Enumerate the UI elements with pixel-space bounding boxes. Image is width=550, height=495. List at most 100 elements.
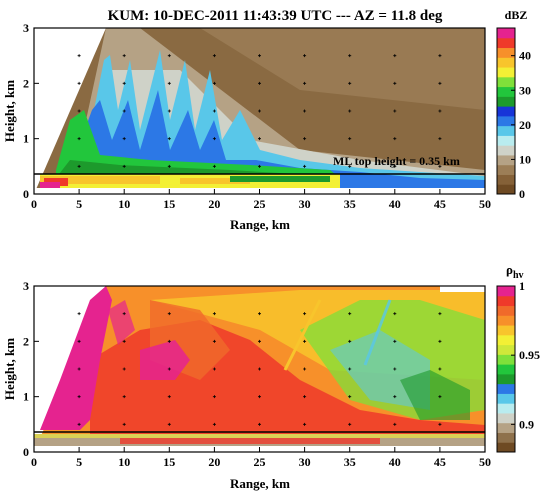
rhohv-grid-marker	[212, 312, 216, 316]
reflectivity-grid-marker	[258, 109, 261, 113]
reflectivity-colorbar-swatch	[497, 154, 515, 166]
rhohv-grid-marker	[212, 395, 216, 399]
reflectivity-grid-marker	[303, 109, 307, 113]
reflectivity-x-tick-label: 35	[344, 197, 356, 211]
reflectivity-x-tick-label: 15	[163, 197, 175, 211]
rhohv-x-tick-label: 45	[434, 455, 446, 469]
reflectivity-grid-marker	[438, 81, 442, 85]
reflectivity-colorbar-swatch	[497, 96, 515, 107]
rhohv-grid-marker	[303, 367, 307, 371]
reflectivity-grid-marker	[122, 137, 126, 141]
rhohv-grid-markers	[77, 312, 442, 426]
reflectivity-grid-marker	[393, 54, 397, 58]
reflectivity-colorbar-swatch	[497, 28, 515, 39]
rhohv-grid-marker	[167, 367, 171, 371]
reflectivity-grid-marker	[258, 81, 261, 85]
reflectivity-y-tick-label: 2	[23, 76, 29, 90]
rhohv-x-tick-label: 20	[208, 455, 220, 469]
rhohv-grid-marker	[438, 422, 442, 426]
reflectivity-grid-marker	[393, 164, 397, 168]
reflectivity-grid-marker	[393, 81, 397, 85]
rhohv-colorbar-swatch	[497, 325, 515, 336]
rhohv-colorbar-swatch	[497, 373, 515, 385]
rhohv-grid-marker	[122, 367, 126, 371]
reflectivity-colorbar: 0 10 20 30 40	[496, 27, 531, 201]
rhohv-colorbar-swatch	[497, 432, 515, 443]
reflectivity-colorbar-swatch	[497, 57, 515, 68]
rhohv-grid-marker	[393, 339, 397, 343]
rhohv-x-tick-label: 5	[76, 455, 82, 469]
reflectivity-grid-marker	[212, 81, 216, 85]
reflectivity-colorbar-swatch	[497, 164, 515, 175]
reflectivity-grid-marker	[258, 54, 261, 58]
reflectivity-colorbar-swatch	[497, 135, 515, 146]
rhohv-grid-marker	[167, 395, 171, 399]
reflectivity-x-ticks: 0 5 10 15 20 25 30 35 40 45 50	[31, 189, 491, 211]
rhohv-colorbar: 0.9 0.95 1	[496, 279, 540, 453]
rhohv-colorbar-swatch	[497, 412, 515, 424]
rhohv-grid-marker	[258, 395, 261, 399]
reflectivity-x-tick-label: 5	[76, 197, 82, 211]
reflectivity-x-tick-label: 20	[208, 197, 220, 211]
reflectivity-grid-marker	[77, 81, 81, 85]
reflectivity-grid-marker	[212, 109, 216, 113]
reflectivity-grid-marker	[167, 81, 171, 85]
reflectivity-y-tick-label: 1	[23, 132, 29, 146]
rhohv-grid-marker	[167, 339, 171, 343]
rhohv-grid-marker	[77, 422, 81, 426]
reflectivity-grid-marker	[348, 54, 352, 58]
rhohv-colorbar-swatch	[497, 315, 515, 326]
rhohv-grid-marker	[77, 395, 81, 399]
rhohv-y-tick-label: 2	[23, 334, 29, 348]
rhohv-colorbar-swatch	[497, 305, 515, 316]
rhohv-x-tick-label: 50	[479, 455, 491, 469]
reflectivity-grid-marker	[348, 109, 352, 113]
reflectivity-colorbar-swatch	[497, 106, 515, 117]
reflectivity-colorbar-swatch	[497, 115, 515, 127]
rhohv-x-tick-label: 10	[118, 455, 130, 469]
reflectivity-grid-marker	[212, 54, 216, 58]
reflectivity-grid-marker	[77, 137, 81, 141]
rhohv-grid-marker	[393, 312, 397, 316]
reflectivity-ylabel: Height, km	[2, 80, 17, 142]
rhohv-grid-marker	[438, 339, 442, 343]
rhohv-grid-marker	[348, 367, 352, 371]
reflectivity-grid-marker	[167, 164, 171, 168]
rhohv-grid-marker	[303, 395, 307, 399]
rhohv-grid-marker	[303, 312, 307, 316]
reflectivity-grid-marker	[167, 109, 171, 113]
reflectivity-grid-marker	[393, 137, 397, 141]
reflectivity-colorbar-label: dBZ	[505, 8, 528, 22]
rhohv-grid-marker	[77, 367, 81, 371]
reflectivity-grid-marker	[393, 109, 397, 113]
rhohv-grid-marker	[258, 367, 261, 371]
rhohv-grid-marker	[212, 339, 216, 343]
rhohv-ylabel: Height, km	[2, 338, 17, 400]
rhohv-colorbar-swatch	[497, 442, 515, 453]
rhohv-y-tick-label: 1	[23, 390, 29, 404]
reflectivity-grid-marker	[77, 109, 81, 113]
reflectivity-x-tick-label: 30	[299, 197, 311, 211]
rhohv-colorbar-swatch	[497, 334, 515, 346]
reflectivity-grid-marker	[77, 164, 81, 168]
reflectivity-y-ticks: 0 1 2 3	[23, 21, 39, 201]
rhohv-x-tick-label: 35	[344, 455, 356, 469]
reflectivity-colorbar-swatch	[497, 47, 515, 58]
rhohv-grid-marker	[303, 339, 307, 343]
reflectivity-grid-marker	[303, 137, 307, 141]
reflectivity-x-tick-label: 0	[31, 197, 37, 211]
reflectivity-colorbar-swatch	[497, 76, 515, 88]
rhohv-xlabel: Range, km	[230, 476, 290, 491]
reflectivity-grid-marker	[348, 81, 352, 85]
rhohv-y-tick-label: 0	[23, 445, 29, 459]
rhohv-grid-marker	[393, 395, 397, 399]
rhohv-grid-marker	[348, 312, 352, 316]
rhohv-panel: 0 5 10 15 20 25 30 35 40 45 50 0 1 2 3 Range, km Heig…	[2, 262, 540, 491]
reflectivity-grid-marker	[348, 137, 352, 141]
reflectivity-grid-marker	[258, 137, 261, 141]
rhohv-x-tick-label: 40	[389, 455, 401, 469]
reflectivity-colorbar-frame	[496, 27, 516, 195]
reflectivity-colorbar-swatch	[497, 174, 515, 185]
rhohv-grid-marker	[258, 312, 261, 316]
rhohv-x-ticks: 0 5 10 15 20 25 30 35 40 45 50	[31, 447, 491, 469]
